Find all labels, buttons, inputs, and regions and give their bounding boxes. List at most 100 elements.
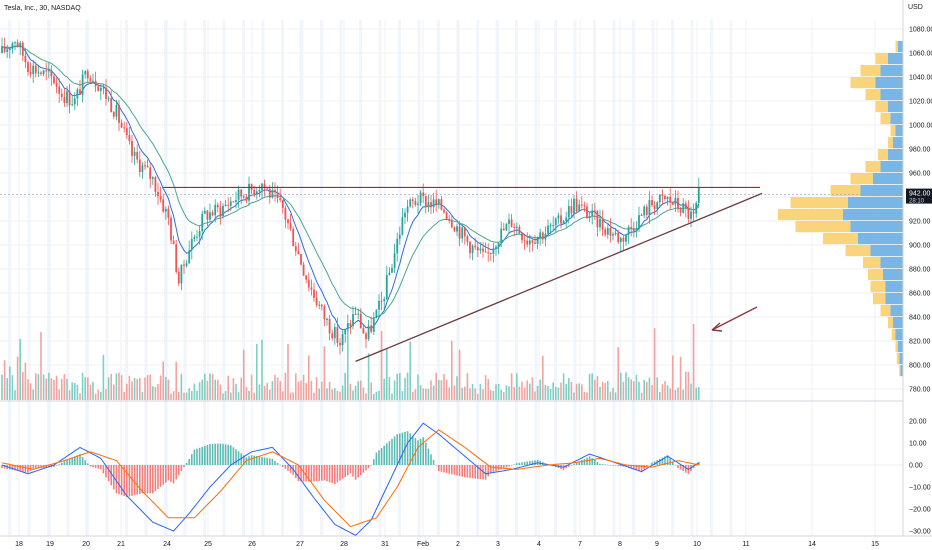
candle-body: [289, 223, 292, 229]
macd-histogram-bar: [3, 465, 6, 469]
candle-body: [450, 220, 453, 228]
volume-bar: [159, 375, 162, 400]
signal-line: [1, 429, 699, 528]
macd-histogram-bar: [224, 444, 227, 465]
profile-sell-bar: [850, 173, 873, 185]
candle-body: [492, 248, 495, 254]
volume-bar: [9, 366, 11, 400]
candle-body: [557, 215, 560, 219]
macd-histogram-bar: [620, 465, 622, 467]
profile-sell-bar: [888, 137, 893, 149]
candle-body: [484, 251, 487, 253]
volume-bar: [531, 377, 534, 400]
volume-bar: [466, 373, 469, 400]
candle-body: [651, 200, 653, 206]
volume-bar: [89, 384, 92, 400]
profile-buy-bar: [873, 173, 903, 185]
macd-histogram-bar: [139, 465, 141, 494]
volume-bar: [235, 384, 237, 400]
macd-histogram-bar: [136, 465, 138, 495]
volume-bar: [484, 375, 487, 400]
candle-body: [554, 218, 557, 226]
candle-body: [14, 42, 16, 44]
candle-body: [510, 219, 513, 227]
volume-bar: [29, 383, 32, 400]
volume-bar: [240, 377, 242, 400]
volume-bar: [560, 382, 562, 400]
profile-buy-bar: [900, 365, 903, 377]
macd-histogram-bar: [601, 464, 604, 465]
volume-bar: [661, 384, 664, 400]
candle-body: [110, 98, 113, 113]
profile-sell-bar: [790, 197, 848, 209]
candle-body: [136, 151, 139, 160]
macd-histogram-bar: [627, 465, 630, 468]
volume-bar: [175, 361, 177, 400]
candle-body: [16, 42, 19, 48]
volume-bar: [354, 385, 357, 400]
candle-body: [255, 191, 258, 195]
volume-bar: [692, 324, 695, 400]
volume-bar: [253, 392, 255, 400]
macd-histogram-bar: [516, 463, 518, 465]
macd-histogram-bar: [115, 465, 118, 494]
profile-sell-bar: [830, 185, 861, 197]
macd-histogram-bar: [110, 465, 112, 486]
volume-bar: [583, 391, 586, 400]
candle-body: [118, 104, 120, 123]
candle-body: [453, 227, 456, 232]
volume-bar: [334, 388, 336, 400]
volume-bar: [32, 389, 34, 400]
volume-bar: [620, 372, 622, 400]
macd-histogram-bar: [154, 465, 157, 492]
volume-bar: [321, 381, 323, 400]
candle-body: [123, 127, 126, 129]
candle-body: [601, 218, 604, 230]
volume-bar: [66, 378, 68, 400]
macd-histogram-bar: [183, 465, 185, 468]
candle-body: [268, 188, 271, 198]
time-axis-tick-label: 25: [204, 541, 212, 548]
volume-bar: [323, 346, 326, 400]
volume-bar: [570, 381, 573, 400]
candle-body: [656, 202, 659, 210]
time-axis-tick-label: 3: [496, 541, 500, 548]
price-axis-tick-label: 1060.00: [909, 51, 932, 58]
session-stripe: [437, 20, 440, 536]
candle-body: [619, 237, 622, 243]
volume-bar: [682, 389, 684, 400]
volume-bar: [141, 392, 144, 400]
macd-histogram-bar: [339, 465, 341, 481]
macd-histogram-bar: [193, 449, 196, 465]
volume-bar: [461, 387, 463, 400]
macd-histogram-bar: [362, 465, 365, 473]
profile-sell-bar: [870, 281, 886, 293]
candle-body: [47, 70, 50, 72]
macd-histogram-bar: [401, 432, 404, 465]
macd-histogram-bar: [526, 461, 528, 465]
volume-bar: [419, 385, 422, 400]
volume-bar: [625, 372, 627, 400]
volume-bar: [196, 390, 198, 400]
volume-bar: [430, 380, 432, 400]
volume-bar: [243, 349, 245, 400]
macd-histogram-bar: [440, 465, 443, 472]
session-stripe: [183, 20, 187, 536]
candle-body: [203, 210, 206, 214]
macd-histogram-bar: [347, 465, 349, 476]
volume-bar: [505, 385, 508, 400]
candle-body: [73, 98, 76, 105]
volume-bar: [71, 382, 73, 400]
volume-bar: [513, 387, 515, 400]
candle-body: [573, 198, 575, 214]
macd-histogram-bar: [53, 465, 55, 468]
candle-body: [435, 199, 438, 205]
candle-body: [570, 206, 573, 214]
macd-histogram-bar: [146, 465, 149, 494]
candle-body: [580, 204, 583, 206]
candle-body: [518, 226, 521, 234]
candle-body: [666, 197, 669, 200]
macd-histogram-bar: [643, 465, 645, 470]
session-stripe: [417, 20, 421, 536]
candle-body: [661, 194, 664, 196]
